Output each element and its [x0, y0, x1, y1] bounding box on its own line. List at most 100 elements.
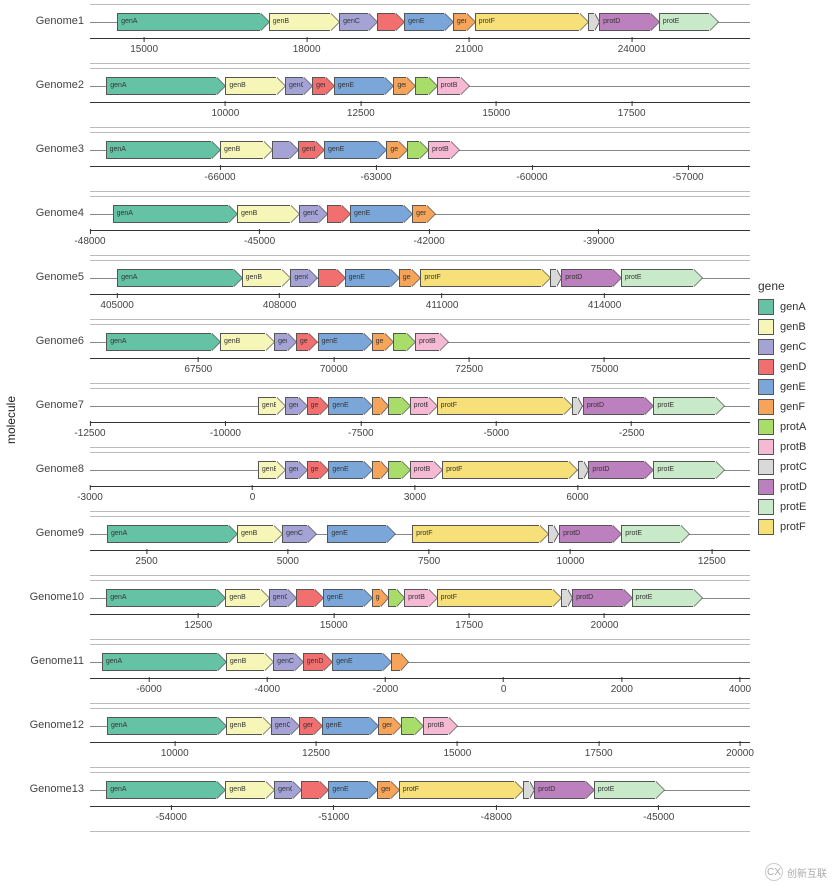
- gene-arrow: genF: [378, 717, 401, 735]
- axis-tick: 408000: [263, 294, 296, 311]
- gene-arrow: genB: [220, 141, 272, 159]
- gene-arrow: genA: [113, 205, 237, 223]
- gene-arrow: genD: [298, 141, 324, 159]
- axis-tick: -3000: [77, 486, 103, 503]
- gene-arrowhead-icon: [287, 333, 296, 351]
- gene-arrowhead-icon: [693, 589, 702, 607]
- axis-tick: 6000: [566, 486, 588, 503]
- gene-arrow: genA: [106, 141, 220, 159]
- gene-body: genC: [269, 589, 287, 607]
- gene-body: genB: [226, 653, 264, 671]
- gene-arrow: genD: [299, 717, 322, 735]
- gene-arrowhead-icon: [377, 141, 386, 159]
- gene-body: protF: [475, 13, 580, 31]
- legend-swatch: [758, 359, 774, 375]
- axis-tick: 10000: [212, 102, 240, 119]
- axis-tick: 411000: [426, 294, 459, 311]
- gene-arrow: genC: [339, 13, 377, 31]
- watermark: CX 创新互联: [765, 863, 827, 881]
- gene-body: genB: [258, 397, 276, 415]
- gene-arrow: genB: [242, 269, 291, 287]
- gene-body: genB: [220, 141, 263, 159]
- facet-label: Genome2: [20, 79, 90, 91]
- gene-arrowhead-icon: [612, 525, 621, 543]
- gene-body: genF: [399, 269, 412, 287]
- gene-arrow: protE: [621, 525, 689, 543]
- gene-arrowhead-icon: [428, 397, 437, 415]
- gene-body: genC: [274, 333, 287, 351]
- axis-tick: 75000: [591, 358, 619, 375]
- gene-arrowhead-icon: [325, 77, 334, 95]
- gene-arrowhead-icon: [308, 333, 317, 351]
- gene-body: genC: [299, 205, 318, 223]
- x-axis: 15000180002100024000: [90, 38, 750, 64]
- legend-label: protA: [780, 421, 806, 433]
- axis-tick: 7500: [418, 550, 440, 567]
- gene-arrow: genF: [399, 269, 421, 287]
- gene-arrow: genC: [299, 205, 327, 223]
- gene-arrow: genE: [322, 717, 379, 735]
- axis-tick: -39000: [583, 230, 614, 247]
- gene-arrowhead-icon: [514, 781, 523, 799]
- gene-arrow: [391, 653, 409, 671]
- gene-arrow: protD: [583, 397, 653, 415]
- gene-body: genE: [328, 781, 368, 799]
- legend-items: genAgenBgenCgenDgenEgenFprotAprotBprotCp…: [758, 299, 807, 535]
- gene-track: genAgenBgenCgenEgenFprotFprotDprotE: [90, 4, 750, 38]
- gene-body: protE: [632, 589, 693, 607]
- gene-body: protD: [583, 397, 644, 415]
- gene-body: genA: [117, 269, 233, 287]
- gene-arrowhead-icon: [444, 13, 453, 31]
- legend-swatch: [758, 319, 774, 335]
- gene-body: genA: [107, 525, 228, 543]
- gene-arrowhead-icon: [401, 461, 410, 479]
- legend-swatch: [758, 379, 774, 395]
- gene-arrowhead-icon: [211, 141, 220, 159]
- gene-arrowhead-icon: [314, 589, 323, 607]
- gene-body: genC: [339, 13, 368, 31]
- gene-arrow: genB: [237, 525, 282, 543]
- legend-item: protA: [758, 419, 807, 435]
- gene-body: genF: [412, 205, 426, 223]
- gene-body: genC: [273, 653, 294, 671]
- gene-arrow: genC: [271, 717, 299, 735]
- gene-arrow: [318, 269, 345, 287]
- gene-body: protE: [653, 397, 714, 415]
- gene-arrowhead-icon: [330, 13, 339, 31]
- gene-arrowhead-icon: [644, 461, 653, 479]
- gene-arrowhead-icon: [216, 77, 225, 95]
- axis-tick: 17500: [618, 102, 646, 119]
- gene-body: protD: [588, 461, 644, 479]
- gene-arrow: genC: [274, 781, 301, 799]
- axis-tick: -48000: [74, 230, 105, 247]
- gene-arrowhead-icon: [262, 717, 271, 735]
- gene-arrow: genE: [324, 141, 386, 159]
- gene-arrowhead-icon: [466, 13, 475, 31]
- gene-arrow: genF: [377, 781, 399, 799]
- gene-body: genC: [285, 461, 298, 479]
- gene-arrow: protF: [442, 461, 577, 479]
- gene-body: protF: [437, 397, 563, 415]
- legend-label: genC: [780, 341, 806, 353]
- gene-body: genD: [307, 397, 320, 415]
- axis-tick: 2500: [135, 550, 157, 567]
- gene-body: genE: [334, 77, 385, 95]
- gene-arrowhead-icon: [392, 717, 401, 735]
- axis-tick: 20000: [591, 614, 619, 631]
- gene-arrow: [578, 461, 589, 479]
- gene-arrow: genE: [345, 269, 399, 287]
- gene-arrow: [377, 13, 404, 31]
- axis-tick: -2500: [619, 422, 645, 439]
- legend-item: protD: [758, 479, 807, 495]
- gene-arrowhead-icon: [612, 269, 621, 287]
- gene-arrow: genA: [106, 589, 225, 607]
- gene-arrow: [407, 141, 428, 159]
- gene-arrowhead-icon: [341, 205, 350, 223]
- gene-body: protD: [572, 589, 623, 607]
- gene-arrow: protF: [412, 525, 548, 543]
- gene-body: protD: [599, 13, 650, 31]
- gene-arrowhead-icon: [553, 525, 558, 543]
- gene-body: [301, 781, 319, 799]
- gene-arrowhead-icon: [363, 397, 372, 415]
- x-axis: 405000408000411000414000: [90, 294, 750, 320]
